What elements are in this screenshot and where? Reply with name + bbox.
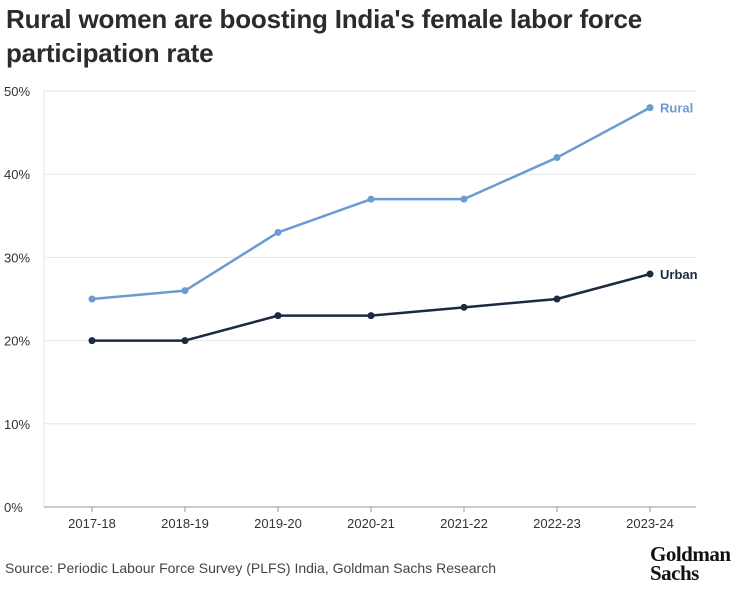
- urban-series-line: [90, 272, 652, 342]
- y-axis-ticks: 0% 10% 20% 30% 40% 50%: [4, 84, 30, 515]
- rural-data-point: [553, 154, 561, 162]
- series-layer: [88, 104, 654, 345]
- y-tick-label: 20%: [4, 334, 30, 349]
- rural-data-point: [646, 104, 654, 112]
- x-tick-label: 2021-22: [440, 516, 488, 531]
- x-tick-label: 2022-23: [533, 516, 581, 531]
- gridlines: [43, 90, 696, 508]
- rural-data-point: [88, 295, 96, 303]
- rural-data-point: [367, 195, 375, 203]
- y-tick-label: 0%: [4, 500, 23, 515]
- y-tick-label: 40%: [4, 167, 30, 182]
- series-labels: Rural Urban: [660, 101, 698, 282]
- x-tick-label: 2020-21: [347, 516, 395, 531]
- y-tick-label: 10%: [4, 417, 30, 432]
- y-tick-label: 30%: [4, 250, 30, 265]
- source-note: Source: Periodic Labour Force Survey (PL…: [5, 560, 497, 576]
- urban-series-label: Urban: [660, 267, 698, 282]
- chart-title: Rural women are boosting India's female …: [6, 4, 643, 68]
- urban-data-point: [181, 337, 189, 345]
- rural-data-point: [181, 287, 189, 295]
- urban-data-point: [88, 337, 96, 345]
- goldman-sachs-logo: Goldman Sachs: [650, 542, 746, 585]
- logo-line-2: Sachs: [650, 561, 699, 585]
- urban-data-point: [460, 303, 468, 311]
- rural-series-line: [90, 106, 652, 301]
- urban-data-point: [274, 312, 282, 320]
- urban-data-point: [646, 270, 654, 278]
- x-tick-label: 2019-20: [254, 516, 302, 531]
- urban-data-point: [367, 312, 375, 320]
- rural-data-point: [460, 195, 468, 203]
- x-tick-label: 2018-19: [161, 516, 209, 531]
- rural-data-point: [274, 228, 282, 236]
- y-tick-label: 50%: [4, 84, 30, 99]
- logo-line-1: Goldman: [650, 542, 731, 566]
- urban-data-point: [553, 295, 561, 303]
- x-tick-label: 2023-24: [626, 516, 674, 531]
- x-tick-label: 2017-18: [68, 516, 116, 531]
- rural-series-label: Rural: [660, 101, 693, 116]
- x-axis-ticks: 2017-18 2018-19 2019-20 2020-21 2021-22 2022-…: [68, 507, 674, 531]
